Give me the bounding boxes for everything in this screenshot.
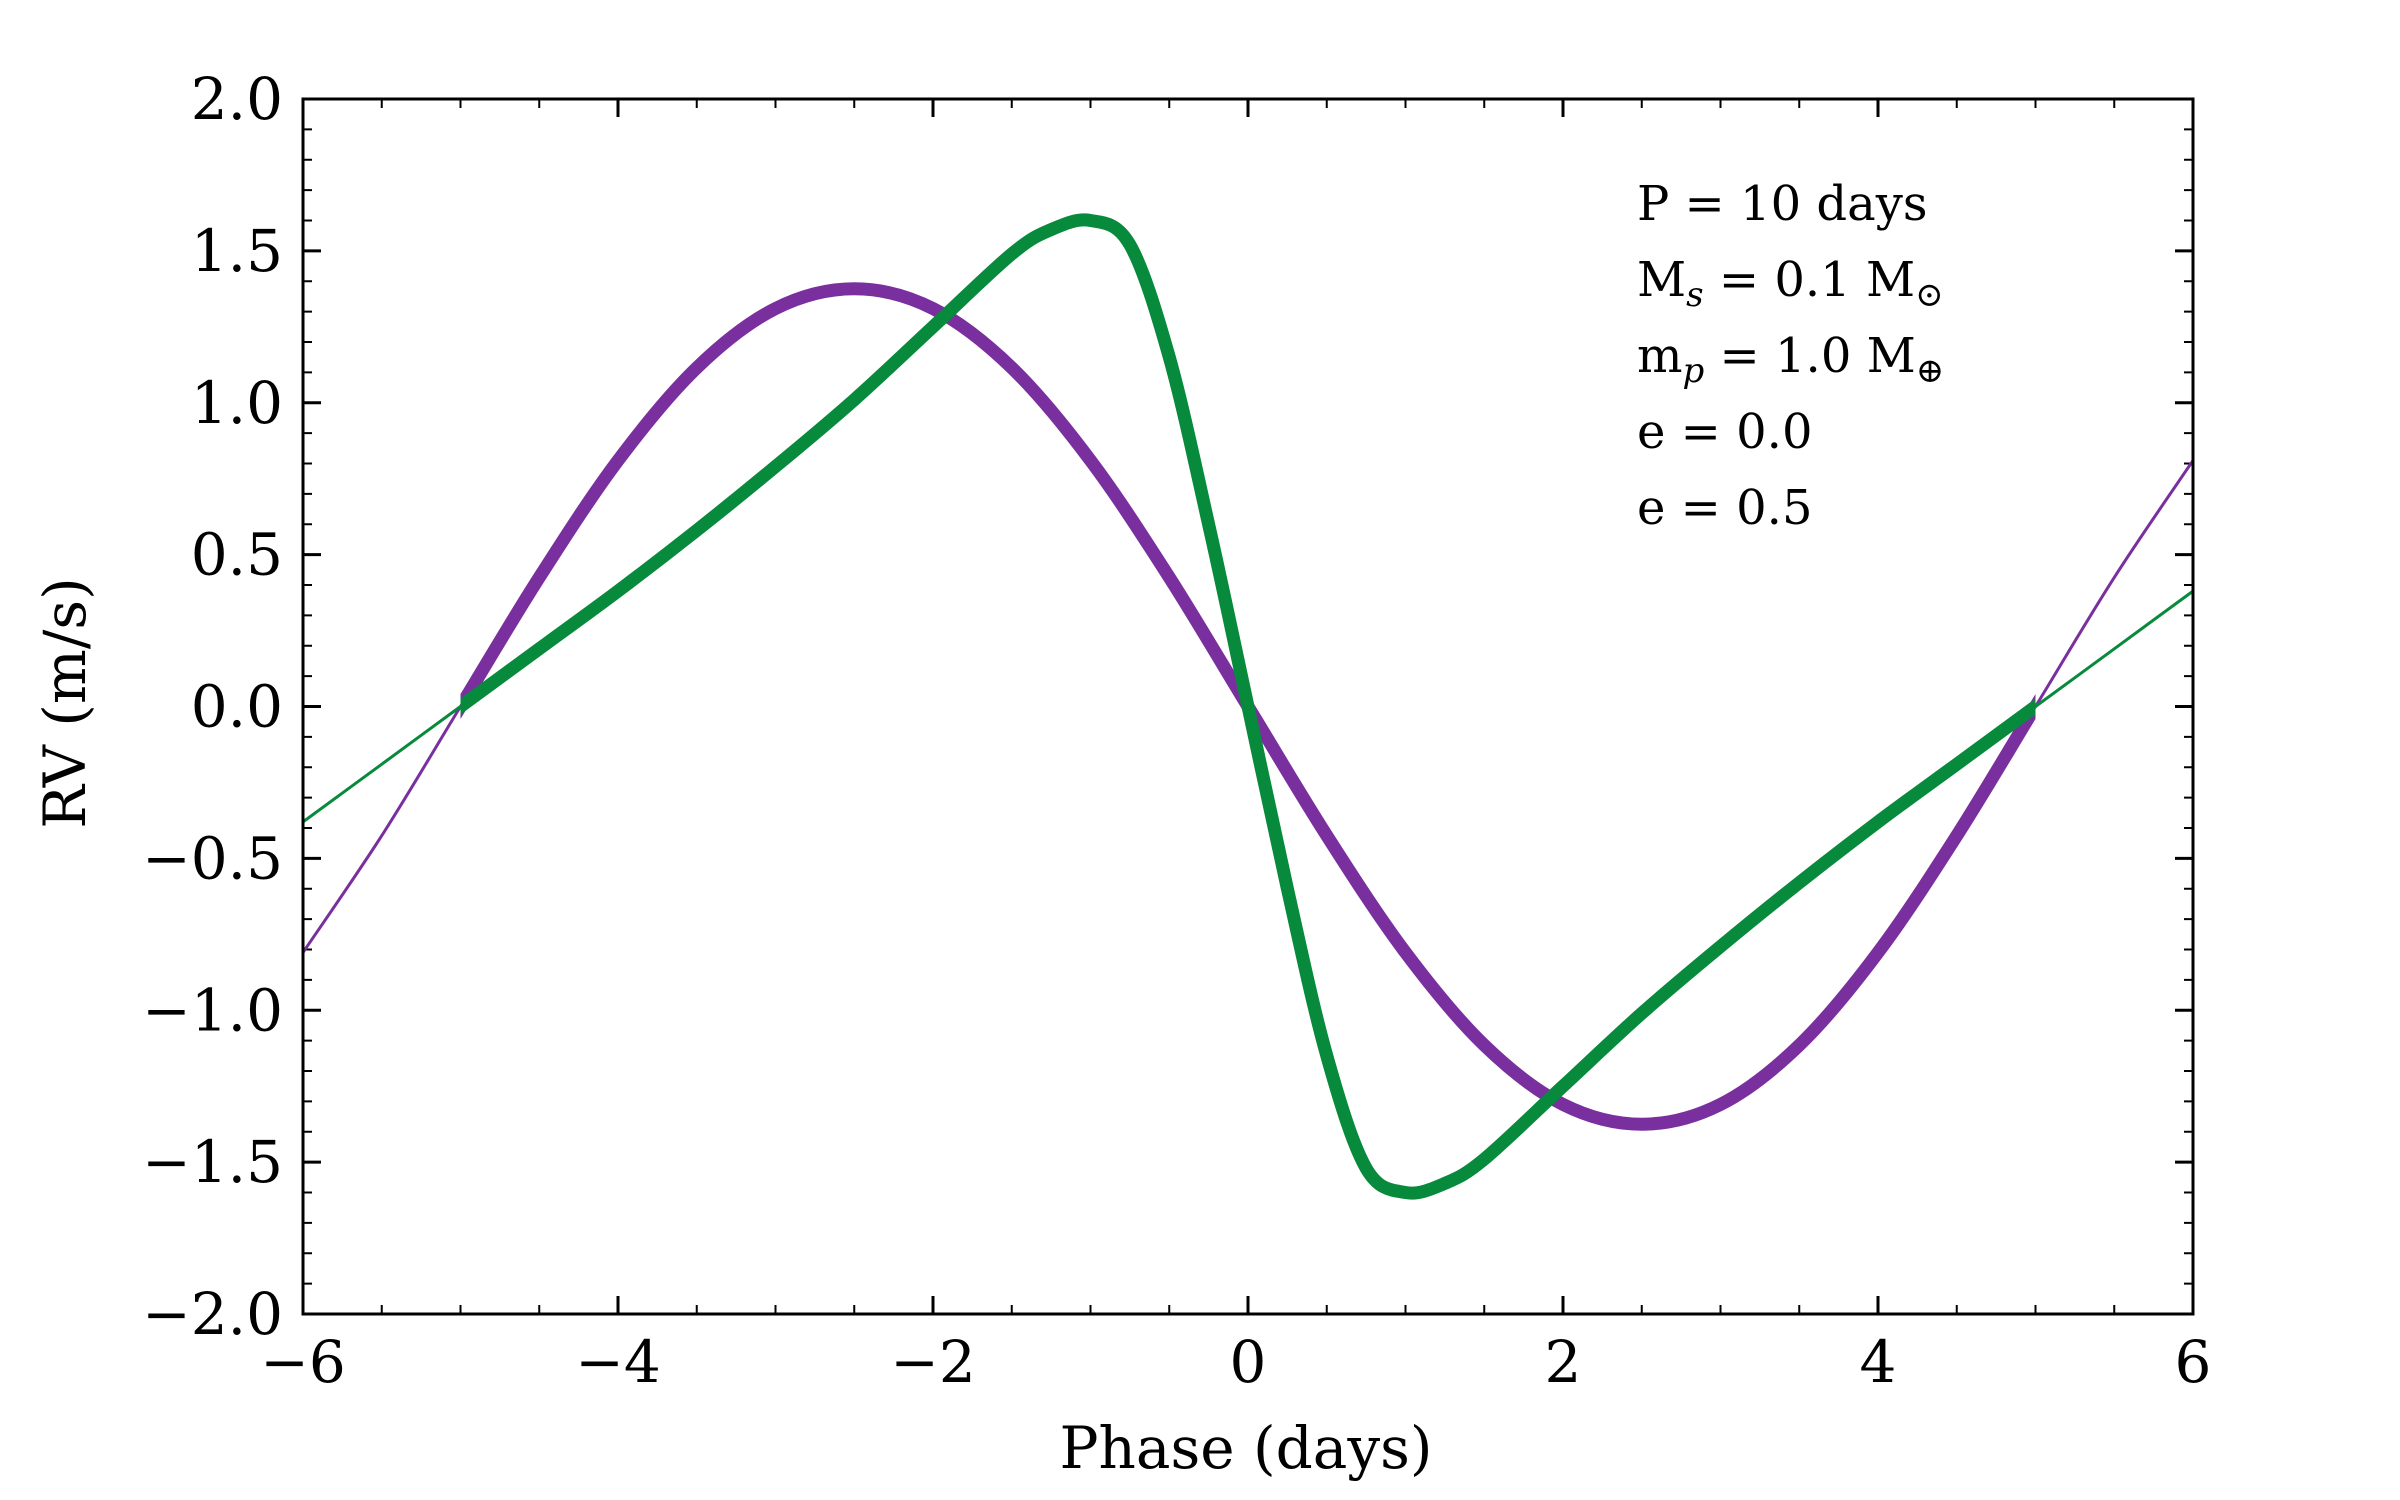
x-axis-title: Phase (days) (1060, 1414, 1433, 1482)
y-tick-label: 2.0 (191, 65, 283, 133)
y-tick-label: 0.0 (191, 673, 283, 741)
x-tick-label: −4 (575, 1328, 661, 1396)
legend-entry-e05: e = 0.5 (1637, 480, 1812, 536)
y-axis-title: RV (m/s) (31, 577, 99, 828)
y-tick-label: 0.5 (191, 521, 283, 589)
x-tick-label: 2 (1545, 1328, 1582, 1396)
y-tick-label: 1.0 (191, 369, 283, 437)
annotation-block: P = 10 days Ms = 0.1 M⊙ mp = 1.0 M⊕ e = … (1637, 176, 1944, 536)
plot-frame (301, 97, 2195, 1316)
y-tick-label: 1.5 (191, 217, 283, 285)
y-tick-label: −1.0 (142, 976, 283, 1044)
x-tick-label: −6 (260, 1328, 346, 1396)
annotation-star-mass: Ms = 0.1 M⊙ (1637, 252, 1944, 315)
x-tick-label: 6 (2175, 1328, 2212, 1396)
y-tick-label: −2.0 (142, 1280, 283, 1348)
y-tick-labels: −2.0 −1.5 −1.0 −0.5 0.0 0.5 1.0 1.5 2.0 (142, 65, 283, 1348)
y-tick-label: −0.5 (142, 824, 283, 892)
x-tick-label: 0 (1230, 1328, 1267, 1396)
x-tick-labels: −6 −4 −2 0 2 4 6 (260, 1328, 2211, 1396)
x-tick-label: 4 (1860, 1328, 1897, 1396)
y-tick-label: −1.5 (142, 1128, 283, 1196)
x-tick-label: −2 (890, 1328, 976, 1396)
series-layer (303, 213, 2193, 1200)
annotation-planet-mass: mp = 1.0 M⊕ (1637, 328, 1944, 391)
annotation-period: P = 10 days (1637, 176, 1927, 232)
series-1-thick-line (460, 213, 2036, 1200)
legend-entry-e0: e = 0.0 (1637, 404, 1812, 460)
